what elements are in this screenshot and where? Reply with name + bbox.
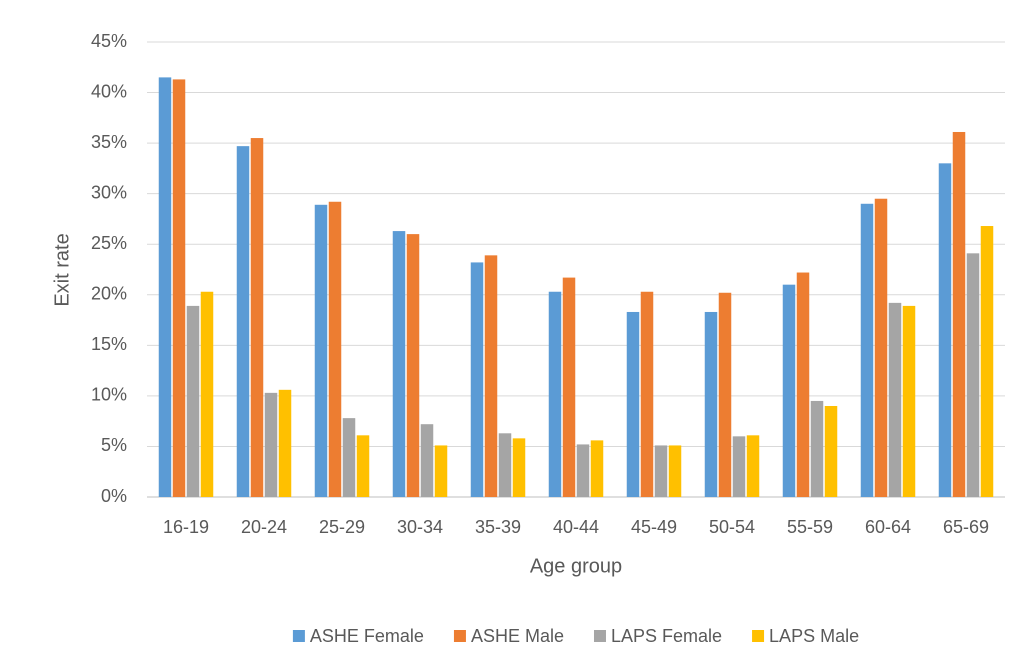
y-axis-title: Exit rate — [51, 233, 73, 306]
bar — [874, 198, 888, 497]
bar — [484, 255, 498, 497]
x-tick-label: 35-39 — [475, 517, 521, 537]
x-tick-label: 55-59 — [787, 517, 833, 537]
bar — [782, 284, 796, 497]
bar — [470, 262, 484, 497]
x-tick-label: 65-69 — [943, 517, 989, 537]
bar — [264, 392, 278, 497]
bar — [718, 292, 732, 497]
y-tick-label: 15% — [91, 334, 127, 354]
bar — [796, 272, 810, 497]
x-tick-label: 30-34 — [397, 517, 443, 537]
x-tick-label: 45-49 — [631, 517, 677, 537]
bar — [626, 311, 640, 497]
bar — [278, 389, 292, 497]
legend-swatch — [453, 630, 466, 642]
legend-swatch — [752, 630, 765, 642]
bar — [172, 79, 186, 498]
bar — [498, 433, 512, 497]
bar — [158, 77, 172, 497]
bar — [420, 424, 434, 497]
bar — [200, 291, 214, 497]
bar — [392, 231, 406, 498]
bar — [654, 445, 668, 497]
x-tick-label: 50-54 — [709, 517, 755, 537]
bar — [406, 234, 420, 497]
bar — [952, 131, 966, 497]
bar — [704, 311, 718, 497]
bar — [860, 203, 874, 497]
legend-label: LAPS Male — [769, 626, 859, 646]
x-tick-label: 25-29 — [319, 517, 365, 537]
bar — [236, 146, 250, 497]
bar — [576, 444, 590, 497]
bar — [668, 445, 682, 497]
y-tick-label: 5% — [101, 435, 127, 455]
y-tick-label: 45% — [91, 31, 127, 51]
bar — [512, 438, 526, 497]
y-tick-label: 25% — [91, 233, 127, 253]
bar — [980, 226, 994, 497]
x-tick-label: 16-19 — [163, 517, 209, 537]
legend-label: ASHE Female — [310, 626, 424, 646]
bar — [186, 305, 200, 497]
bar — [314, 204, 328, 498]
bar — [640, 291, 654, 497]
bar — [548, 291, 562, 497]
x-tick-label: 20-24 — [241, 517, 287, 537]
y-tick-label: 35% — [91, 132, 127, 152]
legend-swatch — [292, 630, 305, 642]
bar — [902, 305, 916, 497]
legend-label: ASHE Male — [471, 626, 564, 646]
bar — [562, 277, 576, 497]
bar — [250, 138, 264, 498]
bar — [824, 406, 838, 497]
x-tick-label: 40-44 — [553, 517, 599, 537]
bar — [888, 302, 902, 497]
bar — [810, 400, 824, 497]
bar — [434, 445, 448, 497]
bar — [342, 418, 356, 497]
y-tick-label: 30% — [91, 182, 127, 202]
bar — [938, 163, 952, 498]
bar — [328, 201, 342, 497]
bar — [590, 440, 604, 497]
x-tick-label: 60-64 — [865, 517, 911, 537]
bar — [732, 436, 746, 497]
y-tick-label: 40% — [91, 81, 127, 101]
legend-swatch — [593, 630, 606, 642]
bar — [356, 435, 370, 497]
y-tick-label: 10% — [91, 385, 127, 405]
bar — [746, 435, 760, 497]
x-axis-title: Age group — [530, 555, 622, 577]
y-tick-label: 0% — [101, 486, 127, 506]
bar — [966, 253, 980, 497]
legend-label: LAPS Female — [611, 626, 722, 646]
y-tick-label: 20% — [91, 284, 127, 304]
